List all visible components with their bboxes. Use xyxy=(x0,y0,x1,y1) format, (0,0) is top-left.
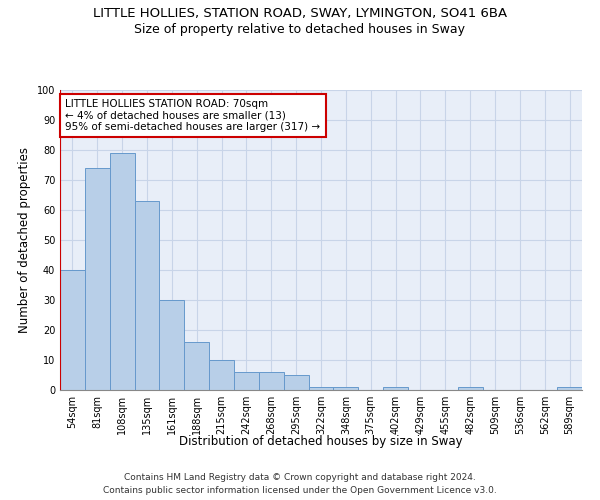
Y-axis label: Number of detached properties: Number of detached properties xyxy=(18,147,31,333)
Text: Contains HM Land Registry data © Crown copyright and database right 2024.
Contai: Contains HM Land Registry data © Crown c… xyxy=(103,473,497,495)
Bar xyxy=(184,342,209,390)
Bar xyxy=(160,300,184,390)
Bar xyxy=(234,372,259,390)
Bar xyxy=(85,168,110,390)
Text: LITTLE HOLLIES, STATION ROAD, SWAY, LYMINGTON, SO41 6BA: LITTLE HOLLIES, STATION ROAD, SWAY, LYMI… xyxy=(93,8,507,20)
Bar xyxy=(458,387,482,390)
Bar xyxy=(60,270,85,390)
Bar xyxy=(557,387,582,390)
Bar xyxy=(259,372,284,390)
Bar xyxy=(284,375,308,390)
Bar xyxy=(383,387,408,390)
Bar xyxy=(308,387,334,390)
Bar xyxy=(334,387,358,390)
Text: Size of property relative to detached houses in Sway: Size of property relative to detached ho… xyxy=(134,22,466,36)
Bar xyxy=(134,201,160,390)
Bar xyxy=(209,360,234,390)
Text: Distribution of detached houses by size in Sway: Distribution of detached houses by size … xyxy=(179,435,463,448)
Bar xyxy=(110,153,134,390)
Text: LITTLE HOLLIES STATION ROAD: 70sqm
← 4% of detached houses are smaller (13)
95% : LITTLE HOLLIES STATION ROAD: 70sqm ← 4% … xyxy=(65,99,320,132)
